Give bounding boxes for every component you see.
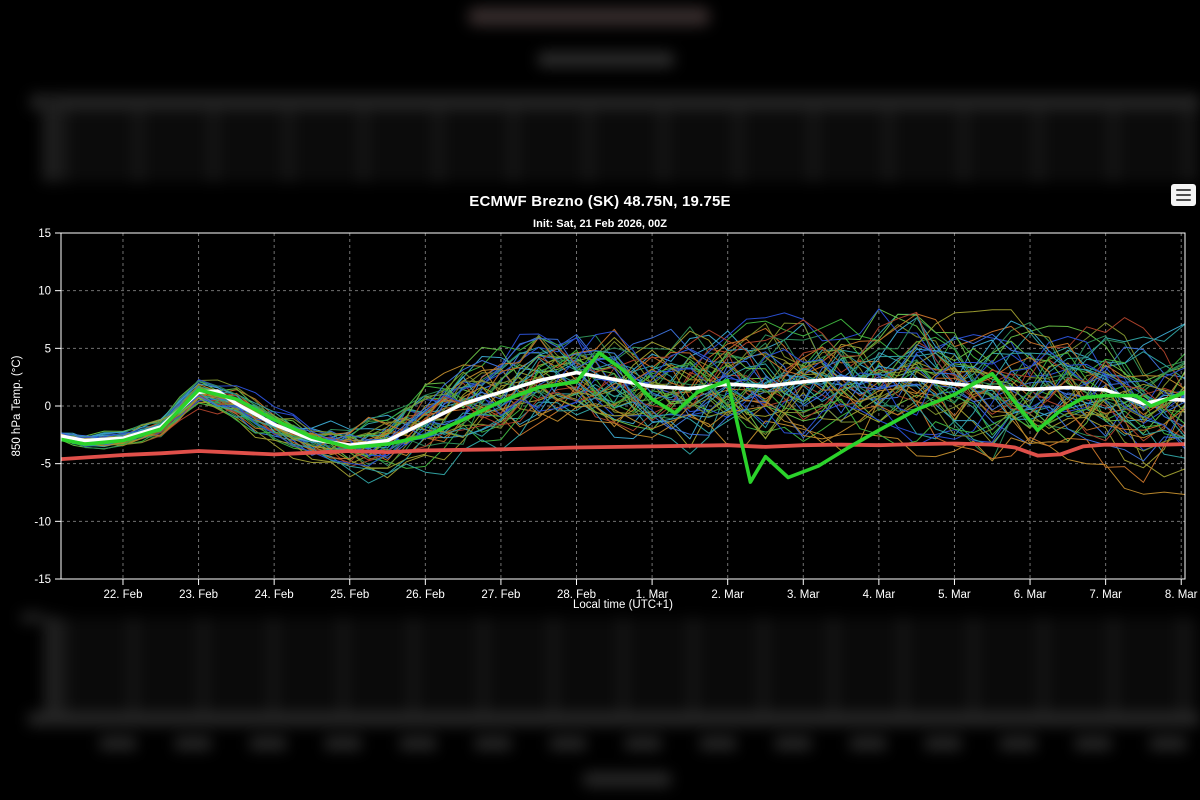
hamburger-menu-icon: [1176, 188, 1191, 202]
y-tick-label: 15: [38, 228, 51, 240]
x-tick-label: 26. Feb: [406, 589, 445, 601]
y-tick-label: -10: [34, 516, 51, 528]
y-tick-label: 10: [38, 286, 51, 298]
blurred-top-chart-plot: [58, 110, 1200, 182]
ensemble-member-line: [61, 349, 1185, 446]
blurred-page-title: [468, 7, 710, 26]
x-tick-label: 8. Mar: [1165, 589, 1198, 601]
blurred-bottom-tick-labels: [80, 737, 1195, 750]
x-tick-label: 23. Feb: [179, 589, 218, 601]
ensemble-member-line: [61, 327, 1185, 451]
ensemble-member-line: [61, 317, 1185, 443]
ensemble-member-line: [61, 322, 1185, 465]
x-tick-label: 25. Feb: [330, 589, 369, 601]
x-axis-title: Local time (UTC+1): [572, 599, 673, 611]
ensemble-member-line: [61, 338, 1185, 462]
ensemble-member-line: [61, 330, 1185, 467]
blurred-bottom-chart-edge: [28, 712, 1200, 726]
blurred-top-chart-edge: [30, 94, 1200, 110]
blurred-bottom-axis-label: [20, 612, 44, 623]
blurred-bottom-axis-title: [582, 772, 672, 787]
x-tick-label: 4. Mar: [863, 589, 896, 601]
control-run-line: [61, 351, 1185, 484]
x-tick-label: 2. Mar: [711, 589, 744, 601]
y-tick-label: -15: [34, 574, 51, 586]
ensemble-member-line: [61, 308, 1185, 454]
blurred-bottom-chart-axis: [44, 616, 60, 726]
y-tick-label: 0: [45, 401, 51, 413]
x-tick-label: 3. Mar: [787, 589, 820, 601]
ensemble-member-line: [61, 317, 1185, 464]
y-tick-label: -5: [41, 459, 51, 471]
ensemble-member-line: [61, 313, 1185, 442]
x-tick-label: 5. Mar: [938, 589, 971, 601]
chart-menu-button[interactable]: [1171, 184, 1196, 206]
x-tick-label: 6. Mar: [1014, 589, 1047, 601]
x-tick-label: 22. Feb: [103, 589, 142, 601]
chart-subtitle: Init: Sat, 21 Feb 2026, 00Z: [533, 218, 667, 231]
ensemble-member-line: [61, 348, 1185, 446]
ensemble-member-line: [61, 340, 1185, 468]
meteogram-plot: 22. Feb 23. Feb 24. Feb 25. Feb 26. Feb 27. F…: [34, 228, 1198, 601]
ensemble-member-line: [61, 313, 1185, 461]
x-tick-label: 1. Mar: [636, 589, 669, 601]
blurred-bottom-chart-plot: [58, 618, 1200, 714]
x-tick-label: 28. Feb: [557, 589, 596, 601]
blurred-top-chart-axis: [42, 96, 58, 182]
x-tick-label: 24. Feb: [255, 589, 294, 601]
y-tick-label: 5: [45, 343, 51, 355]
x-tick-label: 27. Feb: [481, 589, 520, 601]
chart-title: ECMWF Brezno (SK) 48.75N, 19.75E: [469, 193, 731, 211]
climate-mean-line: [61, 441, 1185, 462]
x-tick-label: 7. Mar: [1089, 589, 1122, 601]
blurred-page-subtitle: [537, 52, 675, 67]
